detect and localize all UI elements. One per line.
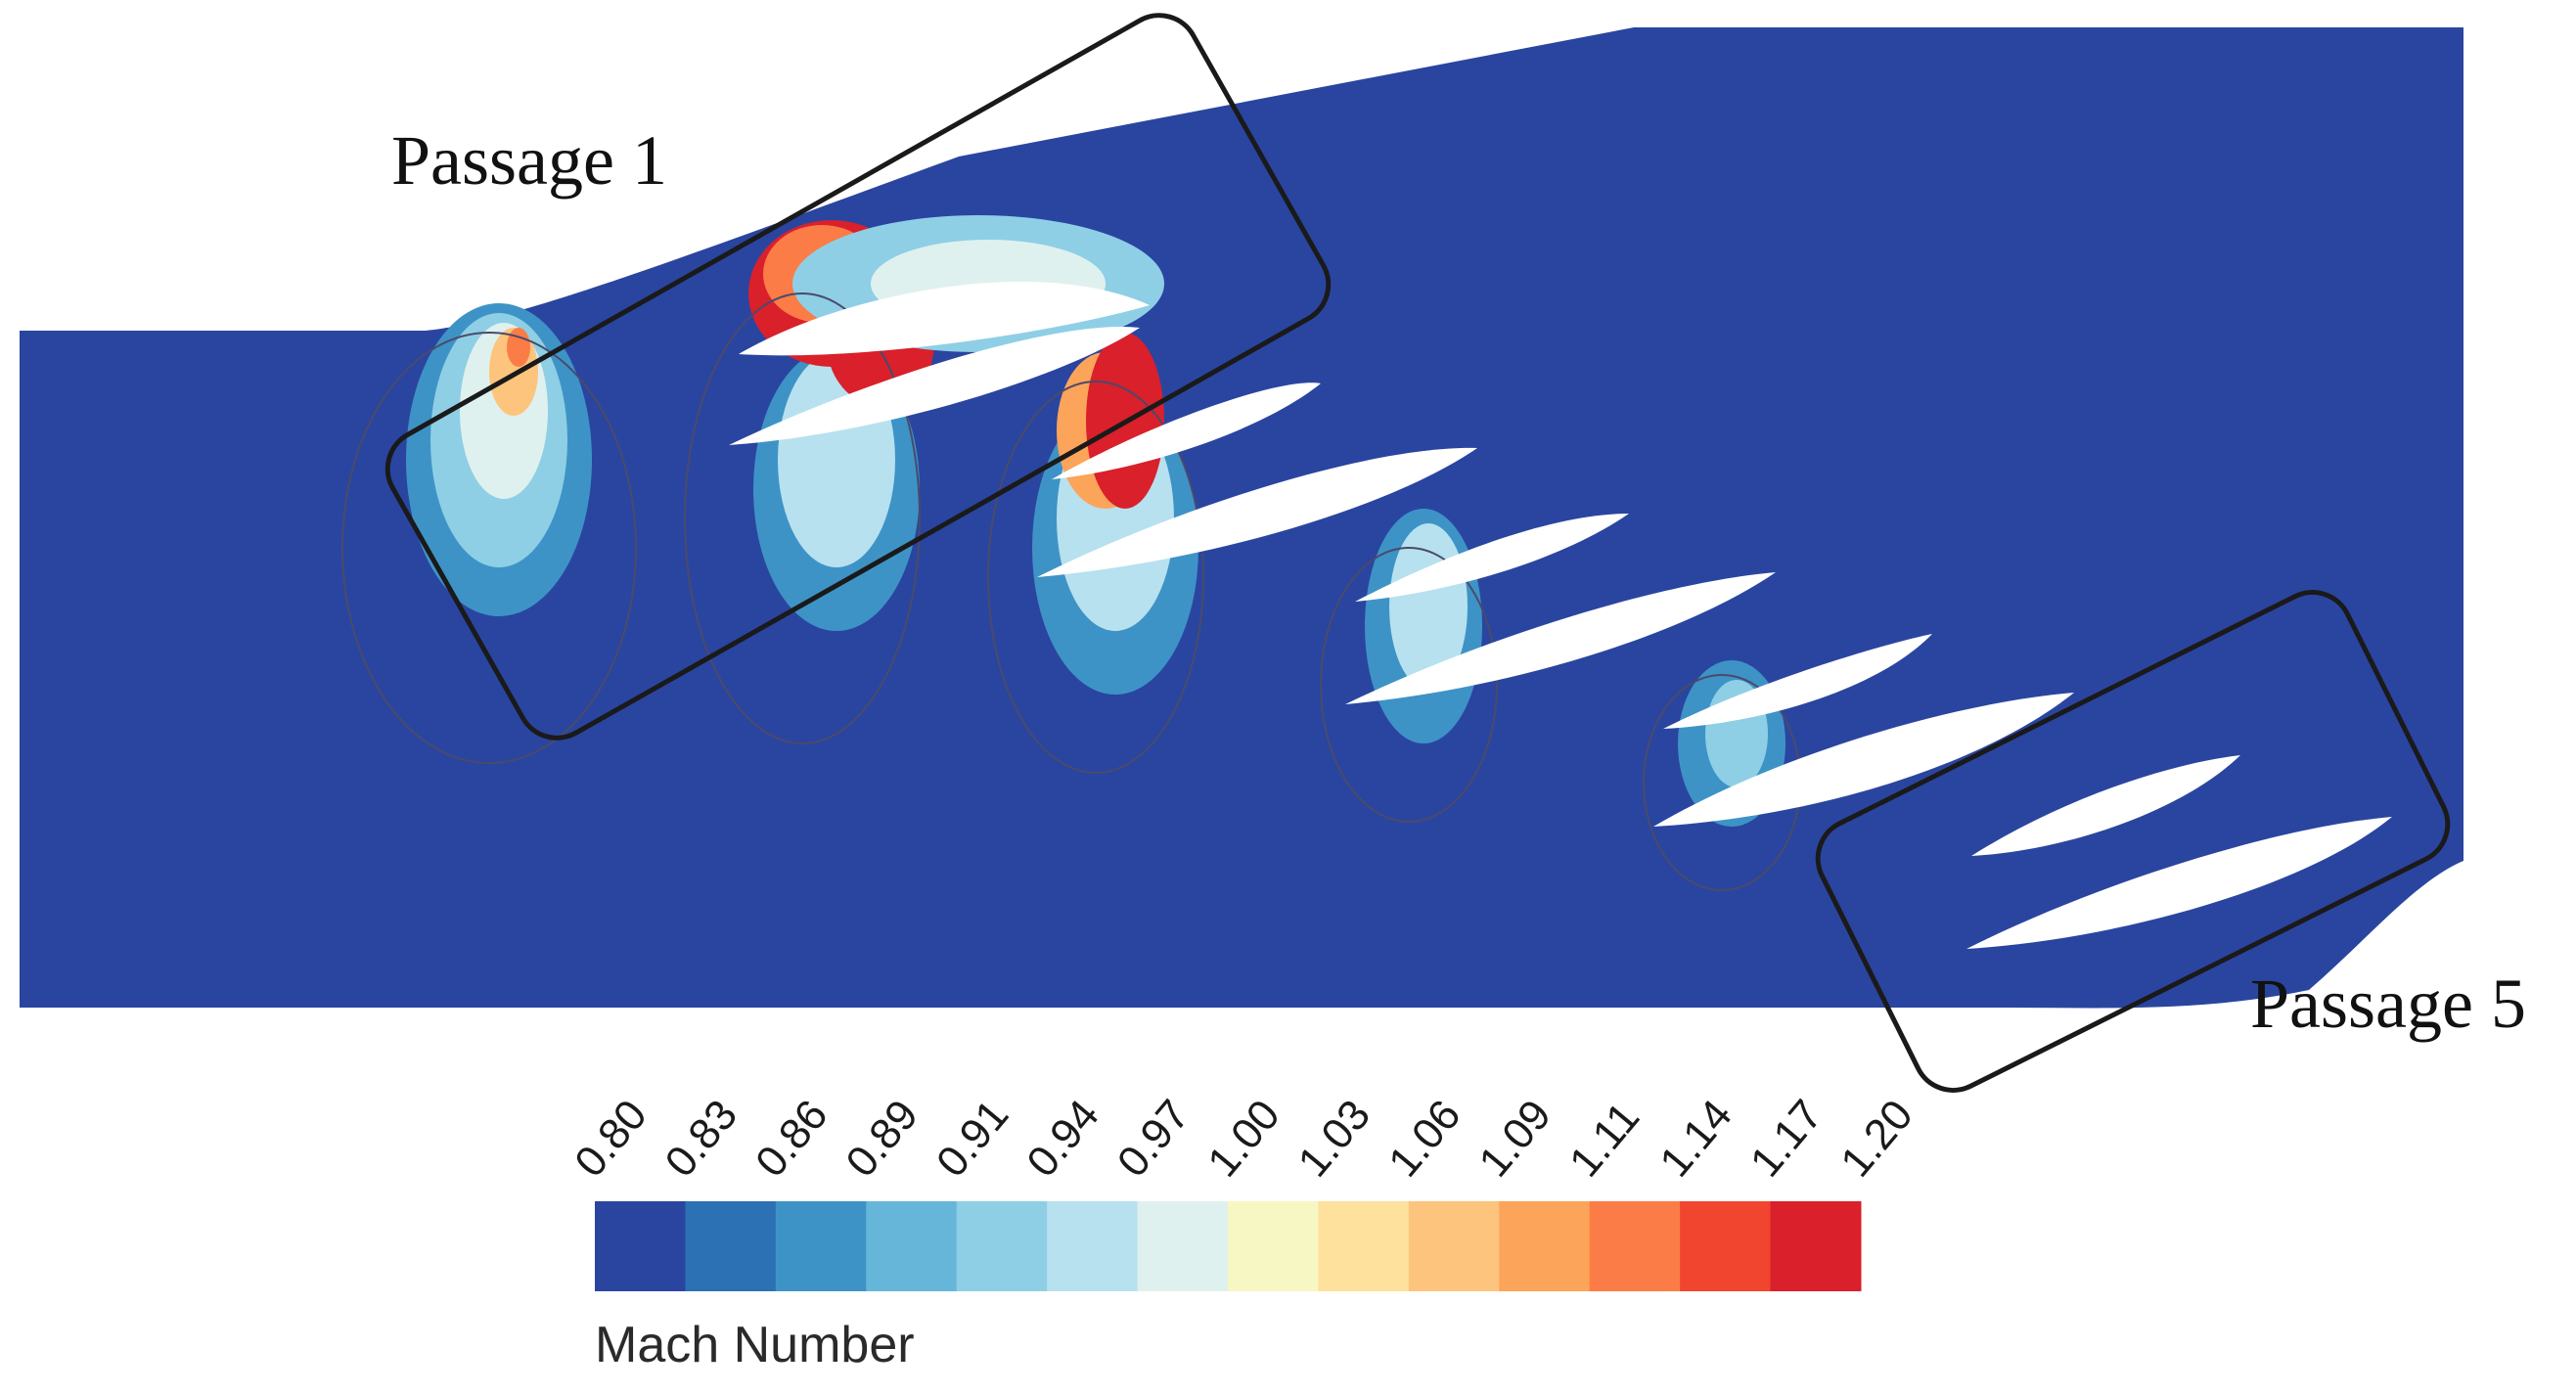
colorbar-tick-label: 0.97 (1108, 1091, 1199, 1186)
blade (1345, 572, 1776, 704)
colorbar-swatch (866, 1201, 958, 1291)
colorbar-swatch (1589, 1201, 1681, 1291)
passage-5-label: Passage 5 (2250, 965, 2526, 1043)
colorbar-tick-label: 0.83 (656, 1091, 747, 1186)
blade (1663, 634, 1932, 729)
colorbar-swatch (595, 1201, 686, 1291)
colorbar-tick-label: 1.20 (1831, 1091, 1922, 1186)
colorbar-swatch (1318, 1201, 1410, 1291)
passage-1-label: Passage 1 (391, 121, 667, 200)
colorbar-swatch (1680, 1201, 1772, 1291)
blade (1971, 755, 2240, 856)
colorbar: 0.80 0.83 0.86 0.89 0.91 0.94 0.97 1.00 1.03 1.06… (565, 1091, 1922, 1373)
blade (739, 282, 1150, 356)
colorbar-tick-label: 0.80 (565, 1091, 656, 1186)
colorbar-swatch (1499, 1201, 1591, 1291)
colorbar-tick-labels: 0.80 0.83 0.86 0.89 0.91 0.94 0.97 1.00 1.03 1.06… (565, 1091, 1922, 1186)
blade (1966, 817, 2392, 949)
colorbar-tick-label: 1.17 (1741, 1091, 1832, 1186)
colorbar-swatch (956, 1201, 1048, 1291)
colorbar-swatches (595, 1201, 1862, 1291)
colorbar-tick-label: 0.91 (927, 1091, 1018, 1186)
colorbar-tick-label: 0.89 (836, 1091, 927, 1186)
colorbar-tick-label: 1.09 (1469, 1091, 1560, 1186)
colorbar-tick-label: 1.14 (1650, 1091, 1741, 1186)
colorbar-tick-label: 1.11 (1560, 1094, 1649, 1187)
blade-row (729, 282, 2392, 949)
colorbar-swatch (1047, 1201, 1139, 1291)
colorbar-swatch (1770, 1201, 1862, 1291)
colorbar-swatch (1228, 1201, 1319, 1291)
colorbar-title: Mach Number (595, 1317, 915, 1373)
blade (1653, 693, 2074, 827)
colorbar-swatch (1408, 1201, 1500, 1291)
blade (1037, 447, 1477, 577)
passage-5-box (1815, 590, 2451, 1093)
colorbar-tick-label: 1.03 (1289, 1091, 1380, 1186)
colorbar-tick-label: 1.00 (1198, 1091, 1289, 1186)
colorbar-swatch (1137, 1201, 1229, 1291)
blade (729, 326, 1140, 445)
colorbar-tick-label: 1.06 (1379, 1091, 1470, 1186)
colorbar-tick-label: 0.94 (1017, 1091, 1108, 1186)
colorbar-swatch (775, 1201, 867, 1291)
colorbar-tick-label: 0.86 (746, 1091, 837, 1186)
blade (1052, 382, 1321, 479)
colorbar-swatch (685, 1201, 777, 1291)
passage-1-box (384, 13, 1332, 741)
blade (1355, 514, 1629, 602)
